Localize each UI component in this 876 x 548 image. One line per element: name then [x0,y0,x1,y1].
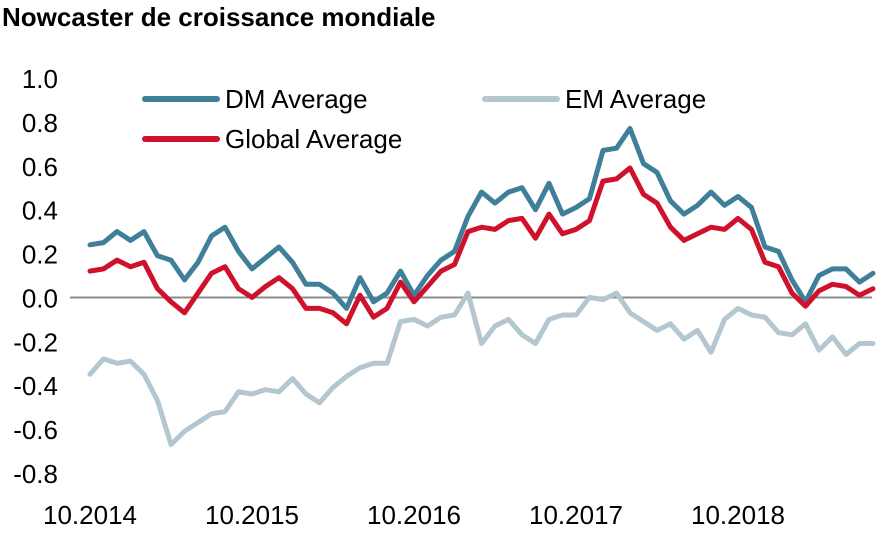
y-tick-label: 0.0 [22,283,58,313]
chart-title: Nowcaster de croissance mondiale [2,2,436,32]
x-tick-label: 10.2016 [367,500,461,530]
y-tick-label: -0.8 [13,459,58,489]
y-tick-label: 0.4 [22,196,58,226]
y-tick-label: -0.4 [13,371,58,401]
legend-label-global-average: Global Average [225,124,402,154]
y-tick-label: 0.6 [22,152,58,182]
legend-label-dm-average: DM Average [225,84,368,114]
legend-label-em-average: EM Average [565,84,706,114]
y-tick-label: 0.2 [22,240,58,270]
x-tick-label: 10.2014 [43,500,137,530]
x-tick-label: 10.2018 [691,500,785,530]
x-tick-label: 10.2015 [205,500,299,530]
y-tick-label: 0.8 [22,108,58,138]
y-tick-label: 1.0 [22,64,58,94]
x-tick-label: 10.2017 [529,500,623,530]
y-tick-label: -0.6 [13,415,58,445]
series-line-dm-average [87,126,876,311]
series-line-global-average [87,165,876,327]
y-tick-label: -0.2 [13,327,58,357]
series-line-em-average [87,290,876,447]
